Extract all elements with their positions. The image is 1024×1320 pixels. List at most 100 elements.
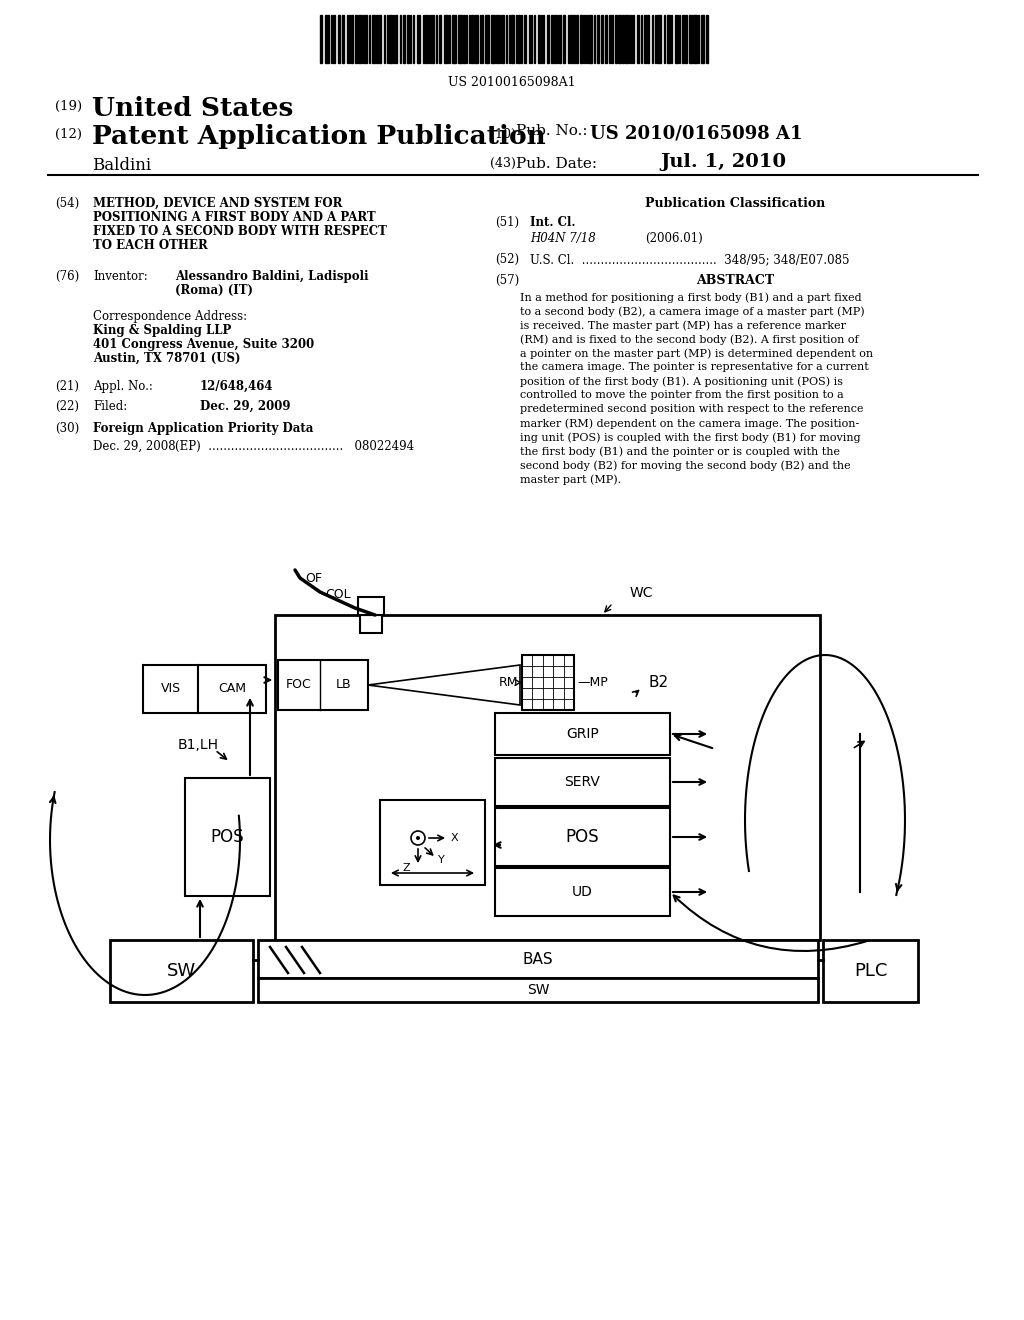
- Bar: [701, 15, 703, 63]
- Bar: [684, 15, 687, 63]
- Text: (19): (19): [55, 100, 82, 114]
- Text: Pub. Date:: Pub. Date:: [516, 157, 597, 172]
- Bar: [143, 665, 198, 713]
- Bar: [643, 15, 646, 63]
- Bar: [515, 15, 517, 63]
- Bar: [395, 15, 396, 63]
- Text: X: X: [451, 833, 459, 843]
- Text: (EP)  ....................................   08022494: (EP) ...................................…: [175, 440, 414, 453]
- Text: OF: OF: [305, 572, 322, 585]
- Text: B1,LH: B1,LH: [178, 738, 219, 752]
- Bar: [372, 15, 375, 63]
- Bar: [689, 15, 691, 63]
- Bar: [679, 15, 680, 63]
- Text: In a method for positioning a first body (B1) and a part fixed: In a method for positioning a first body…: [520, 292, 861, 302]
- Text: (54): (54): [55, 197, 79, 210]
- Bar: [622, 15, 624, 63]
- Text: US 2010/0165098 A1: US 2010/0165098 A1: [590, 124, 803, 143]
- Text: POSITIONING A FIRST BODY AND A PART: POSITIONING A FIRST BODY AND A PART: [93, 211, 376, 224]
- Text: ABSTRACT: ABSTRACT: [696, 275, 774, 286]
- Bar: [358, 597, 384, 615]
- Bar: [697, 15, 699, 63]
- Bar: [333, 15, 335, 63]
- Text: (2006.01): (2006.01): [645, 232, 702, 246]
- Bar: [319, 15, 322, 63]
- Text: a pointer on the master part (MP) is determined dependent on: a pointer on the master part (MP) is det…: [520, 348, 873, 359]
- Circle shape: [416, 836, 420, 840]
- Bar: [469, 15, 470, 63]
- Text: marker (RM) dependent on the camera image. The position-: marker (RM) dependent on the camera imag…: [520, 418, 859, 429]
- Text: SW: SW: [167, 962, 196, 979]
- Bar: [600, 15, 603, 63]
- Text: —MP: —MP: [577, 676, 608, 689]
- Bar: [625, 15, 628, 63]
- Text: TO EACH OTHER: TO EACH OTHER: [93, 239, 208, 252]
- Text: Pub. No.:: Pub. No.:: [516, 124, 588, 139]
- Bar: [518, 15, 519, 63]
- Text: the camera image. The pointer is representative for a current: the camera image. The pointer is represe…: [520, 362, 868, 372]
- Bar: [338, 15, 340, 63]
- Bar: [558, 15, 561, 63]
- Bar: [495, 758, 670, 807]
- Text: is received. The master part (MP) has a reference marker: is received. The master part (MP) has a …: [520, 319, 846, 330]
- Text: 12/648,464: 12/648,464: [200, 380, 273, 393]
- Bar: [376, 15, 378, 63]
- Bar: [325, 15, 329, 63]
- Bar: [331, 15, 332, 63]
- Bar: [611, 15, 612, 63]
- Text: 401 Congress Avenue, Suite 3200: 401 Congress Avenue, Suite 3200: [93, 338, 314, 351]
- Bar: [618, 15, 621, 63]
- Bar: [392, 15, 394, 63]
- Text: (57): (57): [495, 275, 519, 286]
- Bar: [348, 15, 350, 63]
- Text: (76): (76): [55, 271, 79, 282]
- Text: COL: COL: [325, 587, 350, 601]
- Bar: [364, 15, 367, 63]
- Bar: [342, 15, 343, 63]
- Bar: [500, 15, 501, 63]
- Bar: [573, 15, 574, 63]
- Text: H04N 7/18: H04N 7/18: [530, 232, 596, 246]
- Bar: [380, 800, 485, 884]
- Bar: [554, 15, 555, 63]
- Bar: [496, 15, 499, 63]
- Bar: [386, 15, 388, 63]
- Bar: [502, 15, 504, 63]
- Text: VIS: VIS: [161, 682, 180, 696]
- Bar: [506, 15, 507, 63]
- Text: controlled to move the pointer from the first position to a: controlled to move the pointer from the …: [520, 389, 844, 400]
- Bar: [692, 15, 696, 63]
- Bar: [258, 978, 818, 1002]
- Text: Jul. 1, 2010: Jul. 1, 2010: [660, 153, 786, 172]
- Bar: [481, 15, 483, 63]
- Text: Patent Application Publication: Patent Application Publication: [92, 124, 546, 149]
- Bar: [671, 15, 672, 63]
- Bar: [637, 15, 639, 63]
- Bar: [369, 15, 370, 63]
- Bar: [654, 15, 656, 63]
- Bar: [580, 15, 582, 63]
- Text: POS: POS: [211, 828, 245, 846]
- Text: Dec. 29, 2008: Dec. 29, 2008: [93, 440, 176, 453]
- Bar: [575, 15, 578, 63]
- Bar: [608, 15, 610, 63]
- Text: (10): (10): [490, 128, 516, 141]
- Text: (RM) and is fixed to the second body (B2). A first position of: (RM) and is fixed to the second body (B2…: [520, 334, 859, 345]
- Bar: [706, 15, 708, 63]
- Text: BAS: BAS: [522, 952, 553, 966]
- Bar: [361, 15, 362, 63]
- Bar: [547, 15, 549, 63]
- Bar: [614, 15, 617, 63]
- Bar: [682, 15, 683, 63]
- Bar: [358, 15, 360, 63]
- Bar: [541, 15, 542, 63]
- Text: Inventor:: Inventor:: [93, 271, 147, 282]
- Bar: [523, 15, 526, 63]
- Text: (52): (52): [495, 253, 519, 267]
- Text: Publication Classification: Publication Classification: [645, 197, 825, 210]
- Text: WC: WC: [630, 586, 652, 601]
- Bar: [449, 15, 450, 63]
- Bar: [589, 15, 592, 63]
- Text: (Roma) (IT): (Roma) (IT): [175, 284, 253, 297]
- Bar: [425, 15, 427, 63]
